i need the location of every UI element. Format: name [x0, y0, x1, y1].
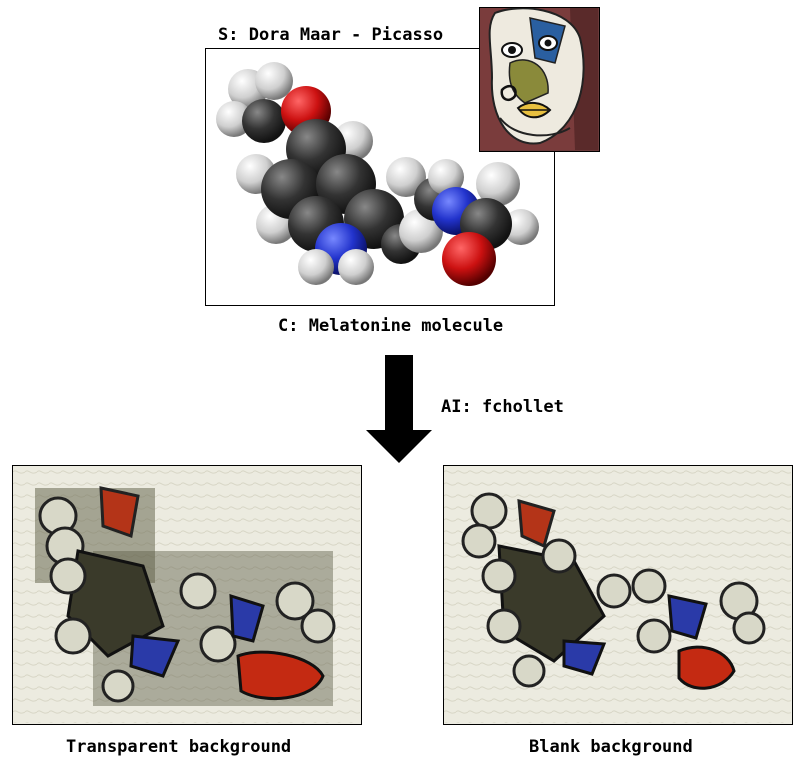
- ai-label: AI: fchollet: [441, 397, 564, 417]
- style-painting-frame: [479, 7, 600, 152]
- result-blank-image: [444, 466, 791, 723]
- melatonin-molecule-image: [216, 62, 539, 286]
- down-arrow-icon: [366, 355, 432, 463]
- result-blank-frame: [443, 465, 793, 725]
- content-label: C: Melatonine molecule: [278, 316, 504, 336]
- result-right-label: Blank background: [529, 737, 693, 757]
- result-left-label: Transparent background: [66, 737, 292, 757]
- result-transparent-image: [13, 466, 360, 723]
- style-label: S: Dora Maar - Picasso: [218, 25, 444, 45]
- dora-maar-painting-image: [480, 8, 598, 150]
- result-transparent-frame: [12, 465, 362, 725]
